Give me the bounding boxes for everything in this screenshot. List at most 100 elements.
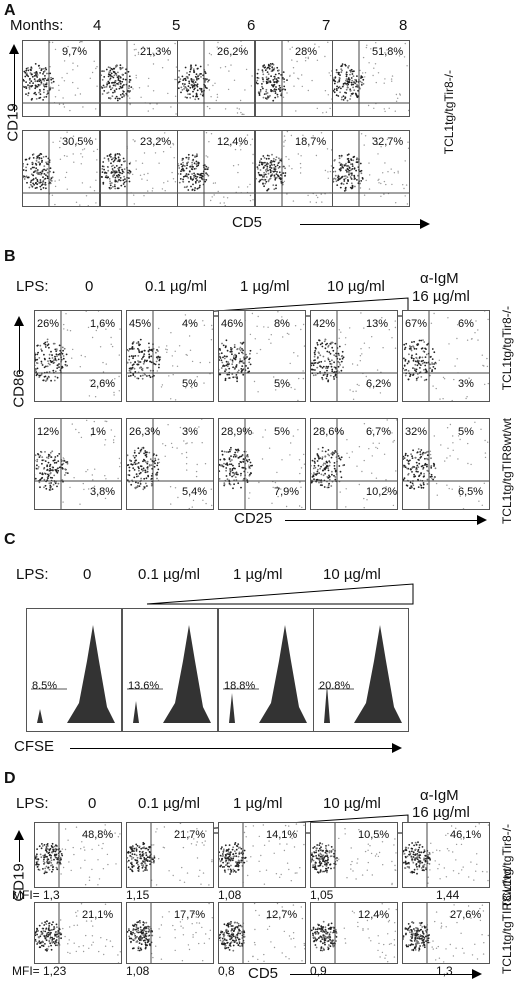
panel-d-x-arrow (472, 969, 482, 979)
panel-b-cond-0: 0 (85, 278, 94, 295)
panel-b-row2-br: 5,4% (182, 486, 208, 498)
panel-d-row2-plot (310, 902, 398, 964)
month-7: 7 (322, 17, 331, 34)
panel-b-row2-plot (310, 418, 398, 510)
panel-d-row2-mfi: 0,9 (310, 964, 327, 978)
panel-a-bottom-plot (332, 130, 410, 207)
panel-d-row1-mfi: 1,05 (310, 888, 334, 902)
panel-d-row2-plot (126, 902, 214, 964)
panel-b-y-arrow (14, 316, 24, 326)
panel-d-y-arrow (14, 830, 24, 840)
panel-a-ylabel: CD19 (4, 103, 22, 142)
panel-d-row-label-2: TCL1tg/tgTIR8wt/wt (500, 868, 514, 975)
panel-b-row2-tr: 3% (182, 426, 198, 438)
panel-b-row2-tr: 5% (274, 426, 290, 438)
panel-a-x-axis-line (300, 224, 420, 225)
panel-b-row2-plot (126, 418, 214, 510)
panel-b-row2-plot (402, 418, 490, 510)
panel-a-bottom-plot (255, 130, 333, 207)
panel-a-bottom-plot (100, 130, 178, 207)
panel-d-row1-plot (126, 822, 214, 888)
panel-d-aigm-2: 16 µg/ml (412, 804, 470, 821)
panel-c-cond-3: 10 µg/ml (323, 566, 381, 583)
panel-d-letter: D (4, 770, 16, 787)
panel-b-row1-plot (34, 310, 122, 402)
panel-d-row1-pct: 46,1% (450, 829, 482, 841)
panel-b-row2-tl: 12% (37, 426, 60, 438)
panel-a-top-pct: 26,2% (217, 46, 249, 58)
panel-d-row1-plot (34, 822, 122, 888)
panel-b-row2-tr: 6,7% (366, 426, 392, 438)
panel-c-histogram (218, 608, 314, 732)
panel-d-row2-mfi: 0,8 (218, 964, 235, 978)
panel-a-bottom-plot (22, 130, 100, 207)
panel-d-row2-mfi: MFI= 1,23 (12, 964, 67, 978)
panel-b-xlabel: CD25 (234, 510, 273, 527)
panel-b-row2-br: 10,2% (366, 486, 398, 498)
panel-a-y-arrow (9, 44, 19, 54)
panel-b-letter: B (4, 248, 16, 265)
panel-a-top-pct: 9,7% (62, 46, 88, 58)
panel-b-row-label-2: TCL1tg/tgTIR8wt/wt (500, 418, 514, 525)
panel-a-bottom-plot (177, 130, 255, 207)
panel-a-bottom-pct: 12,4% (217, 136, 249, 148)
panel-c-lps-label: LPS: (16, 566, 49, 583)
panel-b-row2-tl: 32% (405, 426, 428, 438)
panel-c-cond-2: 1 µg/ml (233, 566, 283, 583)
panel-b-row1-tl: 45% (129, 318, 152, 330)
panel-b-row1-tr: 6% (458, 318, 474, 330)
panel-b-row2-tl: 28,9% (221, 426, 253, 438)
panel-d-aigm-1: α-IgM (420, 787, 459, 804)
panel-d-row2-plot (34, 902, 122, 964)
panel-d-row2-pct: 12,7% (266, 909, 298, 921)
panel-d-lps-label: LPS: (16, 795, 49, 812)
panel-a-row-label: TCL1tg/tgTir8-/- (442, 70, 456, 155)
panel-d-row2-pct: 17,7% (174, 909, 206, 921)
panel-d-row1-mfi: 1,44 (436, 888, 460, 902)
month-8: 8 (399, 17, 408, 34)
panel-b-row2-plot (218, 418, 306, 510)
panel-b-row2-tl: 28,6% (313, 426, 345, 438)
panel-d-row1-pct: 48,8% (82, 829, 114, 841)
panel-a-top-plot (22, 40, 100, 117)
panel-b-row2-br: 7,9% (274, 486, 300, 498)
panel-b-row2-tr: 5% (458, 426, 474, 438)
panel-b-cond-2: 1 µg/ml (240, 278, 290, 295)
panel-b-y-axis-line (19, 324, 20, 374)
panel-a-top-plot (332, 40, 410, 117)
month-5: 5 (172, 17, 181, 34)
panel-a-bottom-pct: 23,2% (140, 136, 172, 148)
panel-d-row1-plot (402, 822, 490, 888)
panel-d-cond-2: 1 µg/ml (233, 795, 283, 812)
panel-a-bottom-pct: 32,7% (372, 136, 404, 148)
panel-b-aigm-2: 16 µg/ml (412, 288, 470, 305)
panel-c-gate-pct: 18.8% (224, 680, 256, 692)
panel-d-xlabel: CD5 (248, 965, 279, 982)
panel-a-top-pct: 28% (295, 46, 318, 58)
panel-d-row2-mfi: 1,08 (126, 964, 150, 978)
panel-d-row1-mfi: 1,15 (126, 888, 150, 902)
panel-c-gate-pct: 20.8% (319, 680, 351, 692)
month-4: 4 (93, 17, 102, 34)
panel-b-row2-br: 3,8% (90, 486, 116, 498)
panel-b-row1-tl: 42% (313, 318, 336, 330)
panel-b-row2-tr: 1% (90, 426, 106, 438)
panel-b-row1-br: 2,6% (90, 378, 116, 390)
panel-d-row1-pct: 14,1% (266, 829, 298, 841)
panel-c-histogram (26, 608, 122, 732)
panel-d-x-axis-line (290, 974, 472, 975)
panel-b-row1-plot (126, 310, 214, 402)
panel-d-row2-plot (218, 902, 306, 964)
month-6: 6 (247, 17, 256, 34)
panel-b-cond-3: 10 µg/ml (327, 278, 385, 295)
panel-c-histogram (122, 608, 218, 732)
panel-d-row2-pct: 27,6% (450, 909, 482, 921)
panel-a-top-pct: 21,3% (140, 46, 172, 58)
panel-b-row1-tl: 46% (221, 318, 244, 330)
panel-b-row2-br: 6,5% (458, 486, 484, 498)
panel-c-gate-pct: 13.6% (128, 680, 160, 692)
panel-c-x-arrow (392, 743, 402, 753)
panel-a-x-arrow (420, 219, 430, 229)
panel-d-row2-pct: 12,4% (358, 909, 390, 921)
panel-c-gate-pct: 8.5% (32, 680, 58, 692)
